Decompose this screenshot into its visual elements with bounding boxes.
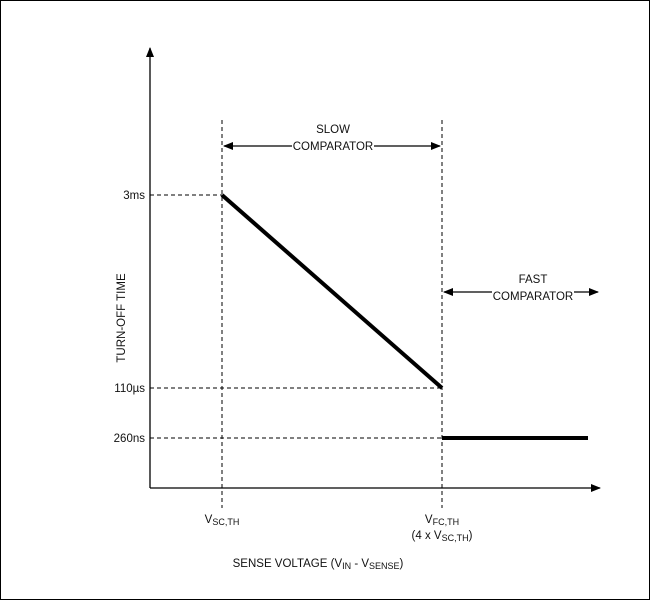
slow-comparator-line [220,193,444,390]
y-axis-label: TURN-OFF TIME [116,273,128,363]
fast-label-line2: COMPARATOR [493,291,574,303]
y-tick-110us: 110µs [114,383,145,395]
x-tick-vsc: VSC,TH [205,514,240,527]
y-tick-3ms: 3ms [123,190,145,202]
slow-label-line1: SLOW [316,124,350,136]
x-tick-vfc: VFC,TH [425,514,459,527]
slow-label-line2: COMPARATOR [293,141,374,153]
y-tick-260ns: 260ns [114,433,146,445]
x-axis-label: SENSE VOLTAGE (VIN - VSENSE) [233,558,404,571]
fast-label-line1: FAST [519,274,548,286]
x-tick-vfc-note: (4 x VSC,TH) [412,530,473,543]
